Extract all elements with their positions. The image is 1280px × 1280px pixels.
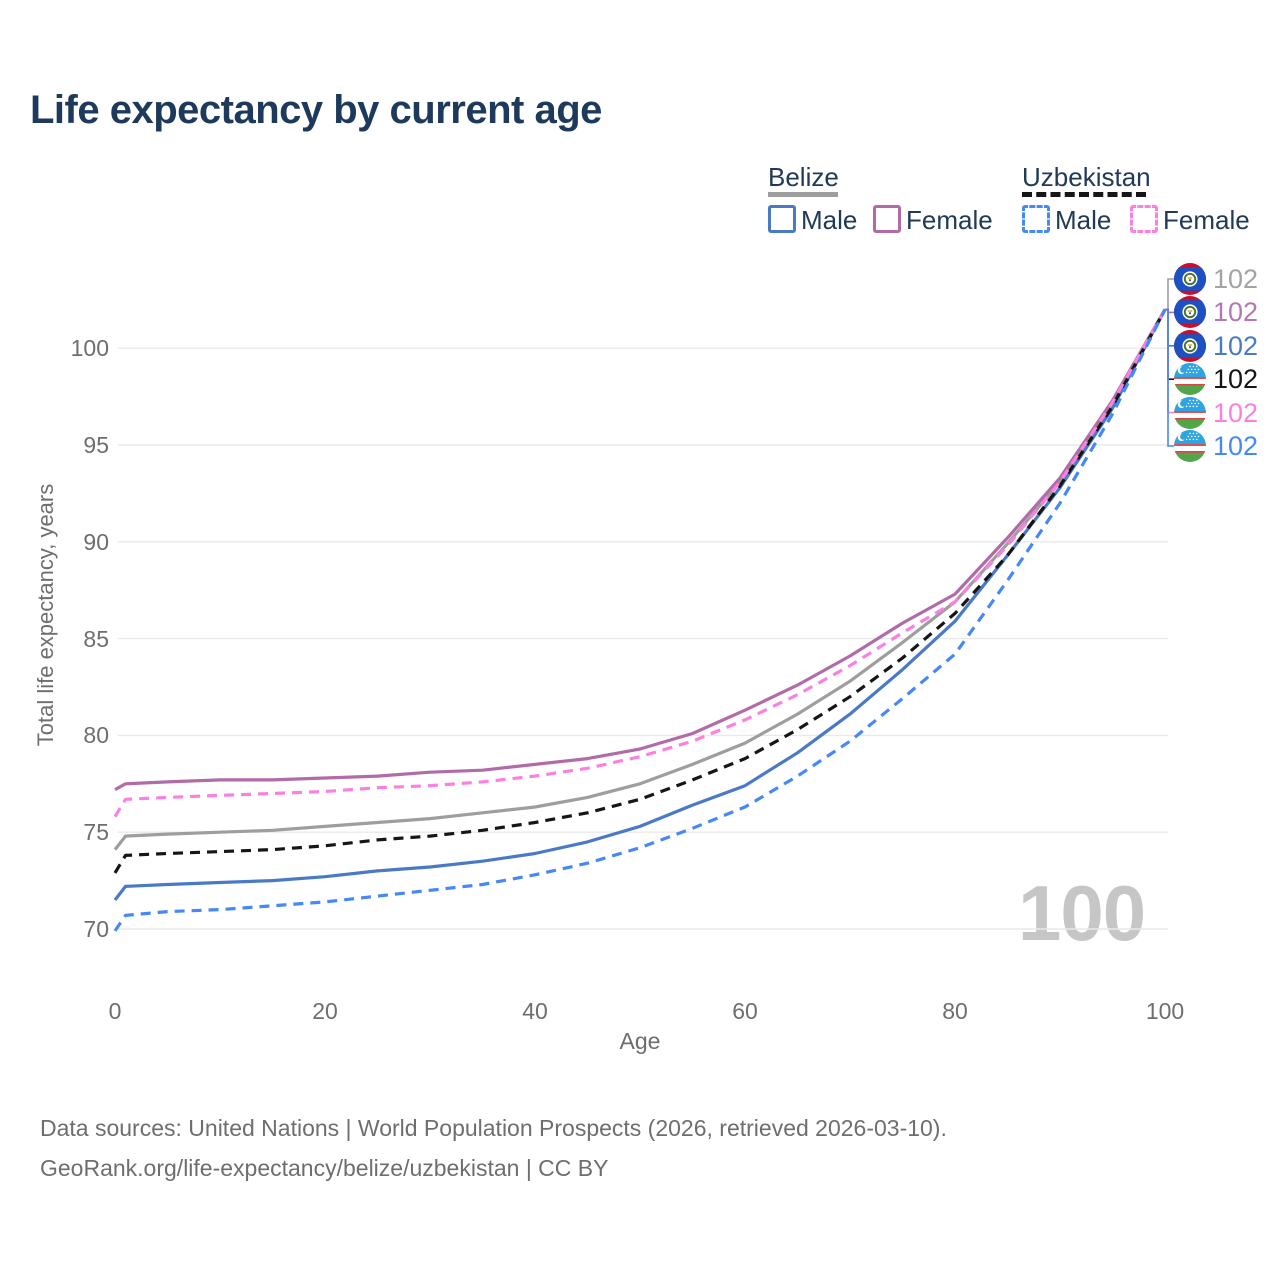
x-tick-label-100: 100 [1145, 998, 1185, 1024]
legend-label-belize-male[interactable]: Male [801, 205, 858, 235]
leader-line-uzbekistan-female [1165, 308, 1174, 414]
x-tick-label-60: 60 [732, 998, 758, 1024]
series-line-uzbekistan-female [113, 308, 1167, 818]
y-tick-label-90: 90 [83, 528, 109, 555]
page-title: Life expectancy by current age [30, 88, 602, 132]
series-line-uzbekistan-male [113, 308, 1167, 932]
uzbekistan-flag-icon [1174, 396, 1206, 429]
series-end-label-uzbekistan-all: 102 [1213, 364, 1259, 395]
legend-swatch-belize-male[interactable] [768, 205, 796, 233]
series-end-label-uzbekistan-male: 102 [1213, 431, 1259, 461]
x-tick-label-20: 20 [312, 998, 338, 1024]
x-axis-title: Age [619, 1028, 661, 1054]
legend-label-uzbekistan-female[interactable]: Female [1163, 205, 1250, 235]
y-axis-title: Total life expectancy, years [33, 483, 58, 747]
x-tick-label-0: 0 [108, 998, 122, 1024]
legend-label-belize-female[interactable]: Female [906, 205, 993, 235]
uzbekistan-flag-icon [1174, 430, 1206, 462]
y-tick-label-80: 80 [83, 722, 109, 749]
footer: Data sources: United Nations | World Pop… [40, 1108, 947, 1188]
uzbekistan-flag-icon [1174, 363, 1206, 396]
leader-line-belize-all [1165, 278, 1174, 311]
leader-line-belize-male [1165, 308, 1174, 347]
legend-group-uzbekistan[interactable]: Uzbekistan [1022, 162, 1151, 192]
series-line-uzbekistan-all [113, 308, 1167, 874]
legend-label-uzbekistan-male[interactable]: Male [1055, 205, 1112, 235]
y-tick-label-85: 85 [83, 625, 109, 652]
footer-link: GeoRank.org/life-expectancy/belize/uzbek… [40, 1155, 609, 1181]
legend-swatch-uzbekistan-male[interactable] [1022, 205, 1050, 233]
series-end-label-belize-all: 102 [1213, 264, 1259, 294]
belize-flag-icon [1174, 329, 1206, 362]
leader-line-uzbekistan-all [1165, 308, 1174, 380]
legend-swatch-belize-female[interactable] [873, 205, 901, 233]
footer-sources: Data sources: United Nations | World Pop… [40, 1115, 947, 1141]
y-tick-label-100: 100 [70, 335, 109, 362]
legend-group-belize[interactable]: Belize [768, 162, 839, 192]
y-tick-label-95: 95 [83, 432, 109, 458]
legend-underline-belize [768, 192, 838, 197]
series-line-belize-female [114, 308, 1167, 792]
x-tick-label-80: 80 [942, 998, 968, 1024]
age-watermark: 100 [1018, 869, 1146, 957]
y-tick-label-75: 75 [83, 819, 109, 846]
legend-underline-uzbekistan [1022, 192, 1146, 197]
belize-flag-icon [1174, 263, 1206, 295]
series-end-label-uzbekistan-female: 102 [1213, 397, 1259, 428]
leader-line-uzbekistan-male [1165, 308, 1174, 447]
x-tick-label-40: 40 [522, 998, 548, 1024]
series-end-label-belize-female: 102 [1213, 297, 1259, 328]
belize-flag-icon [1174, 296, 1206, 329]
legend-swatch-uzbekistan-female[interactable] [1130, 205, 1158, 233]
series-line-belize-all [113, 308, 1167, 851]
y-tick-label-70: 70 [83, 916, 109, 942]
series-line-belize-male [113, 308, 1167, 901]
series-end-label-belize-male: 102 [1213, 330, 1259, 361]
